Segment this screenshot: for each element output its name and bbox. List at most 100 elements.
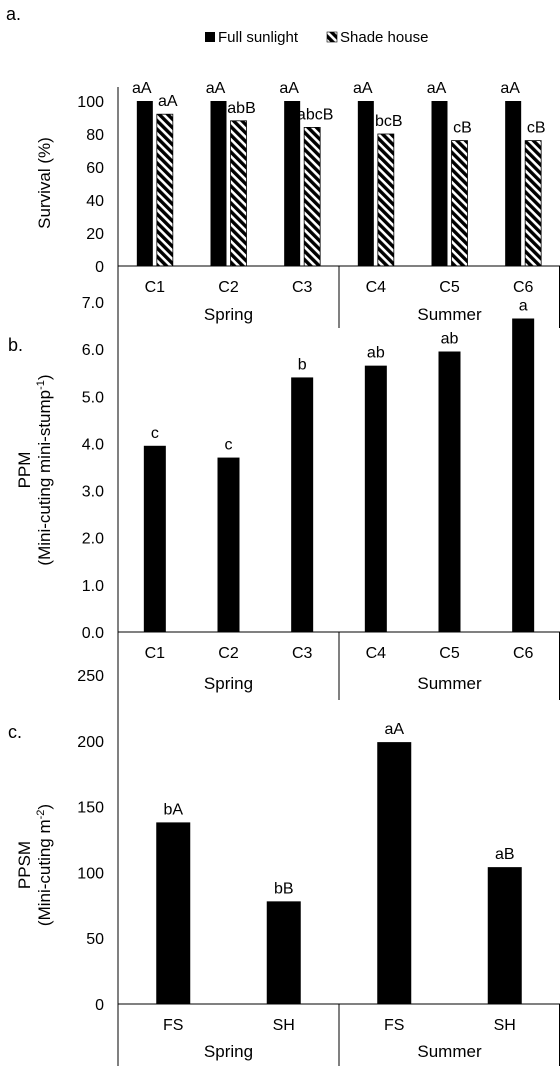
group-label: Spring (204, 305, 253, 324)
y-tick-label: 0 (95, 259, 104, 276)
panel-a-label: a. (6, 4, 21, 24)
panel-a-survival-chart: a. Full sunlight Shade house Survival (%… (6, 4, 560, 328)
y-tick-label: 2.0 (82, 531, 104, 548)
bars (156, 742, 522, 1004)
group-label: Summer (417, 1042, 482, 1061)
data-label: aA (158, 93, 178, 110)
bar (266, 901, 301, 1004)
bar (487, 867, 522, 1004)
y-tick-label: 80 (86, 127, 104, 144)
data-label: bB (274, 880, 294, 897)
y-tick-label: 150 (77, 800, 104, 817)
panel-c-label: c. (8, 722, 22, 742)
data-label: ab (367, 345, 385, 362)
y-axis-ticks: 0 50 100 150 200 250 (77, 668, 104, 1014)
axes: Spring Summer C1 C2 C3 C4 C5 C6 (117, 288, 560, 700)
legend-swatch-shade-house (326, 31, 338, 43)
data-label: aA (279, 80, 299, 97)
data-label: b (298, 356, 307, 373)
bar (357, 101, 374, 266)
x-tick-label: C4 (366, 279, 387, 296)
panel-b-label: b. (8, 335, 23, 355)
y-tick-label: 60 (86, 160, 104, 177)
y-axis-title: Survival (%) (35, 137, 54, 229)
data-label: aA (353, 80, 373, 97)
y-tick-label: 4.0 (82, 436, 104, 453)
y-tick-label: 20 (86, 226, 104, 243)
data-label: aA (384, 721, 404, 738)
data-label: c (225, 437, 233, 454)
x-tick-label: SH (273, 1017, 295, 1034)
y-axis-ticks: 0.0 1.0 2.0 3.0 4.0 5.0 6.0 7.0 (82, 295, 104, 642)
y-axis-title: PPM (15, 452, 34, 489)
group-label: Summer (417, 305, 482, 324)
bar (217, 457, 240, 632)
y-axis-title: PPSM (15, 841, 34, 889)
x-tick-label: C6 (513, 279, 534, 296)
x-tick-label: C5 (439, 645, 460, 662)
y-tick-label: 100 (77, 865, 104, 882)
legend-label-shade-house: Shade house (340, 29, 428, 46)
data-label: a (519, 298, 528, 315)
group-label: Spring (204, 1042, 253, 1061)
bar (230, 120, 247, 267)
data-label: cB (453, 120, 472, 137)
y-tick-label: 0.0 (82, 625, 104, 642)
group-label: Summer (417, 674, 482, 693)
data-label: abcB (297, 106, 333, 123)
bar (156, 822, 191, 1004)
data-label: bcB (375, 113, 403, 130)
x-tick-label: C2 (218, 645, 239, 662)
bar (377, 133, 395, 267)
bar (431, 101, 448, 266)
y-axis-subtitle: (Mini-cuting mini-stump-1) (35, 374, 54, 565)
bar-labels: c c b ab ab a (151, 298, 528, 454)
y-tick-label: 40 (86, 193, 104, 210)
x-tick-label: FS (163, 1017, 183, 1034)
bars (143, 318, 535, 632)
bar (364, 365, 387, 632)
axes: Spring Summer C1 C2 C3 C4 C5 C6 (117, 87, 560, 328)
bar (524, 140, 542, 267)
legend-swatch-full-sunlight (205, 32, 215, 42)
y-tick-label: 3.0 (82, 484, 104, 501)
bar (512, 318, 535, 632)
bar (303, 127, 321, 267)
bar (291, 377, 314, 632)
y-tick-label: 0 (95, 997, 104, 1014)
legend: Full sunlight Shade house (205, 29, 428, 46)
y-axis-subtitle: (Mini-cuting m-2) (35, 804, 54, 926)
data-label: ab (441, 331, 459, 348)
y-tick-label: 250 (77, 668, 104, 685)
data-label: abB (227, 100, 255, 117)
x-tick-label: FS (384, 1017, 404, 1034)
bar (505, 101, 522, 266)
group-label: Spring (204, 674, 253, 693)
bar (136, 101, 153, 266)
data-label: cB (527, 120, 546, 137)
x-tick-label: C6 (513, 645, 534, 662)
data-label: aA (500, 80, 520, 97)
axes: Spring Summer FS SH FS SH (117, 661, 560, 1066)
x-tick-label: C2 (218, 279, 239, 296)
x-tick-label: C4 (366, 645, 387, 662)
data-label: aA (132, 80, 152, 97)
bar (156, 113, 174, 267)
y-tick-label: 1.0 (82, 578, 104, 595)
y-tick-label: 5.0 (82, 389, 104, 406)
bars (136, 101, 542, 267)
bar (143, 445, 166, 632)
bar-labels: bA bB aA aB (163, 721, 514, 897)
bar (451, 140, 468, 267)
x-tick-label: C3 (292, 279, 313, 296)
y-tick-label: 100 (77, 94, 104, 111)
panel-b-ppm-chart: b. PPM (Mini-cuting mini-stump-1) 0.0 1.0… (8, 288, 560, 700)
x-tick-label: C5 (439, 279, 460, 296)
y-tick-label: 200 (77, 734, 104, 751)
y-axis-ticks: 0 20 40 60 80 100 (77, 94, 104, 276)
y-tick-label: 50 (86, 931, 104, 948)
bar (284, 101, 301, 266)
data-label: aA (427, 80, 447, 97)
